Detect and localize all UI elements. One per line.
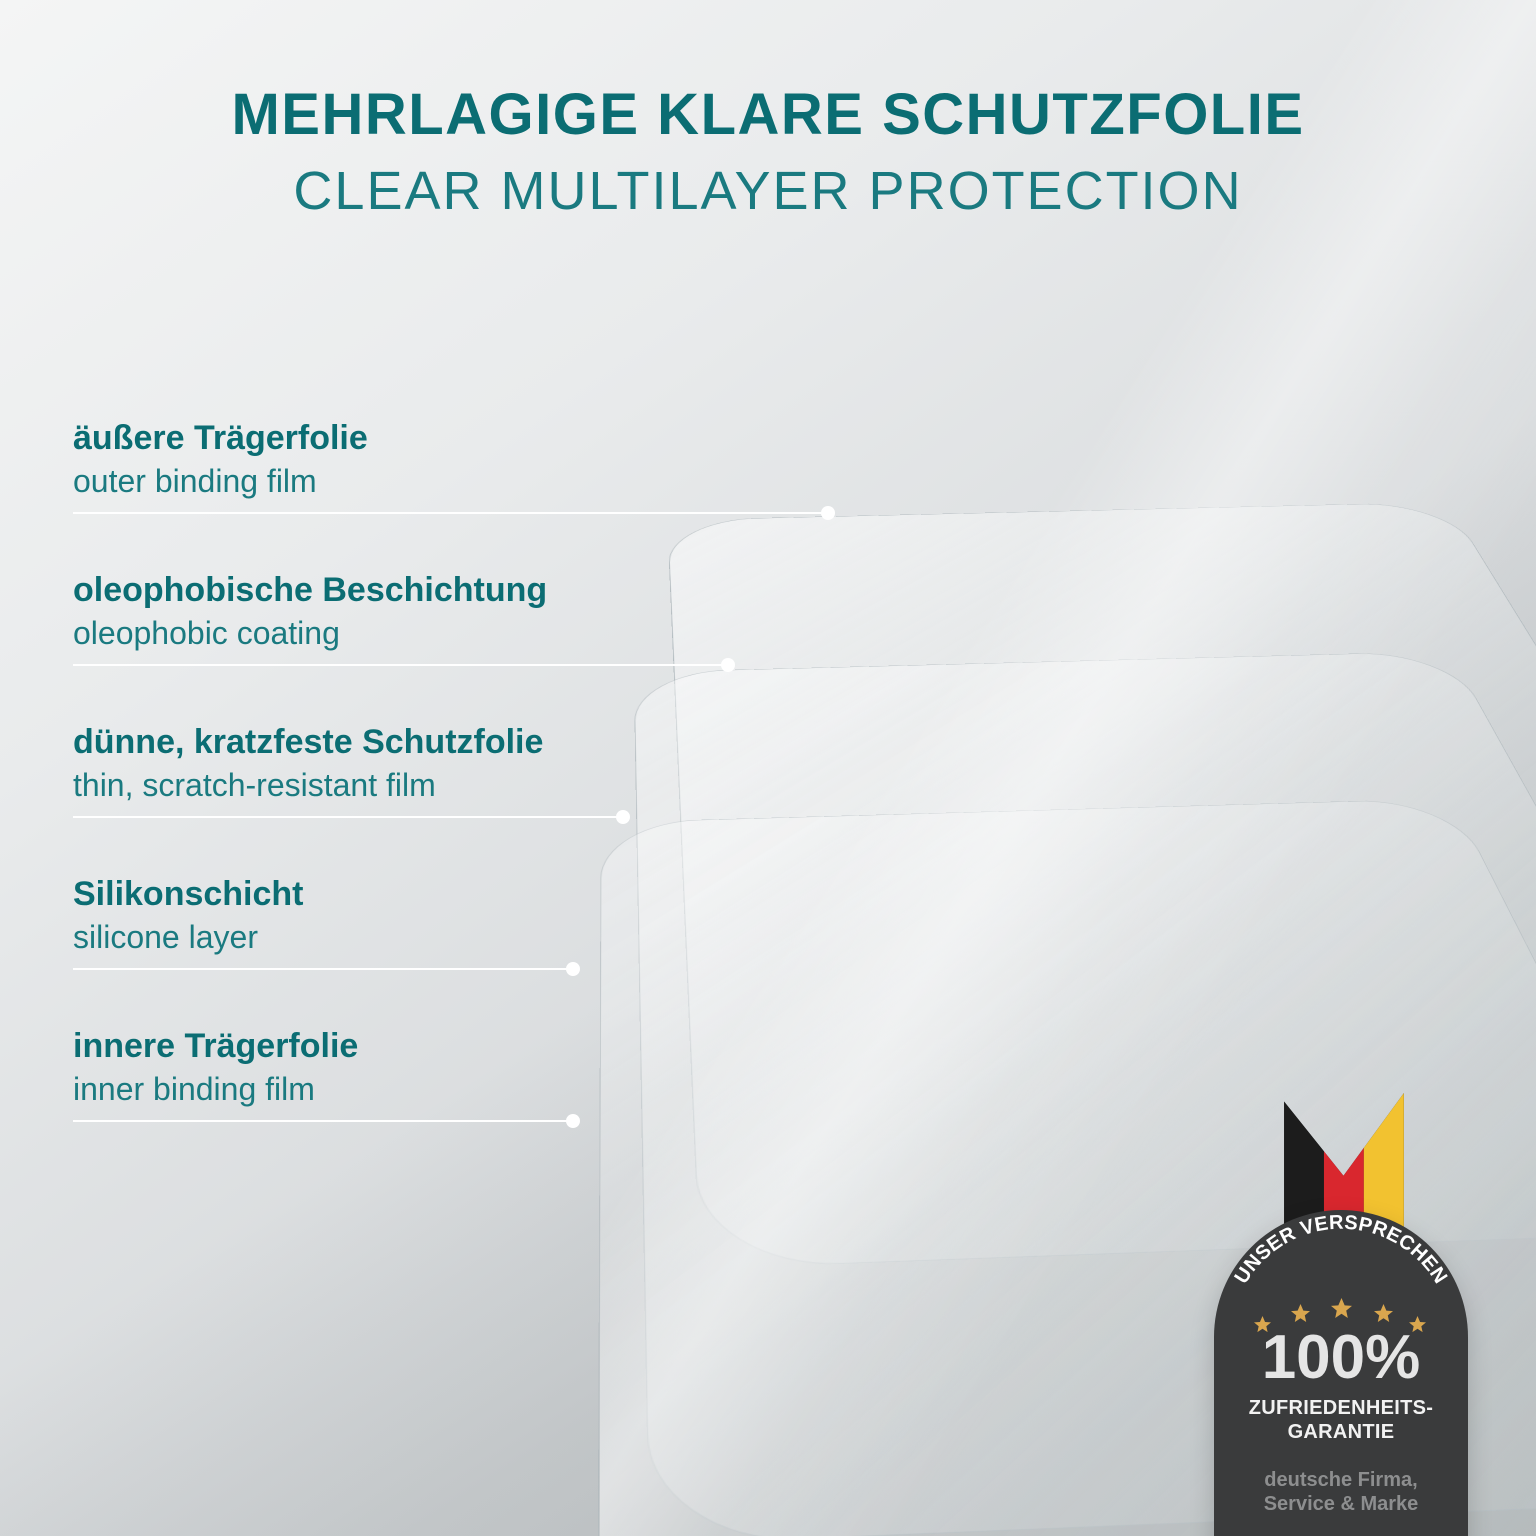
svg-text:UNSER VERSPRECHEN: UNSER VERSPRECHEN [1231, 1212, 1452, 1288]
